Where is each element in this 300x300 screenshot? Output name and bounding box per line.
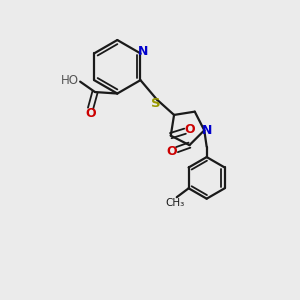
Text: HO: HO [61, 74, 79, 87]
Text: N: N [202, 124, 212, 137]
Text: S: S [152, 97, 161, 110]
Text: O: O [85, 107, 96, 120]
Text: N: N [138, 45, 148, 58]
Text: O: O [185, 123, 195, 136]
Text: CH₃: CH₃ [166, 198, 185, 208]
Text: O: O [167, 145, 177, 158]
